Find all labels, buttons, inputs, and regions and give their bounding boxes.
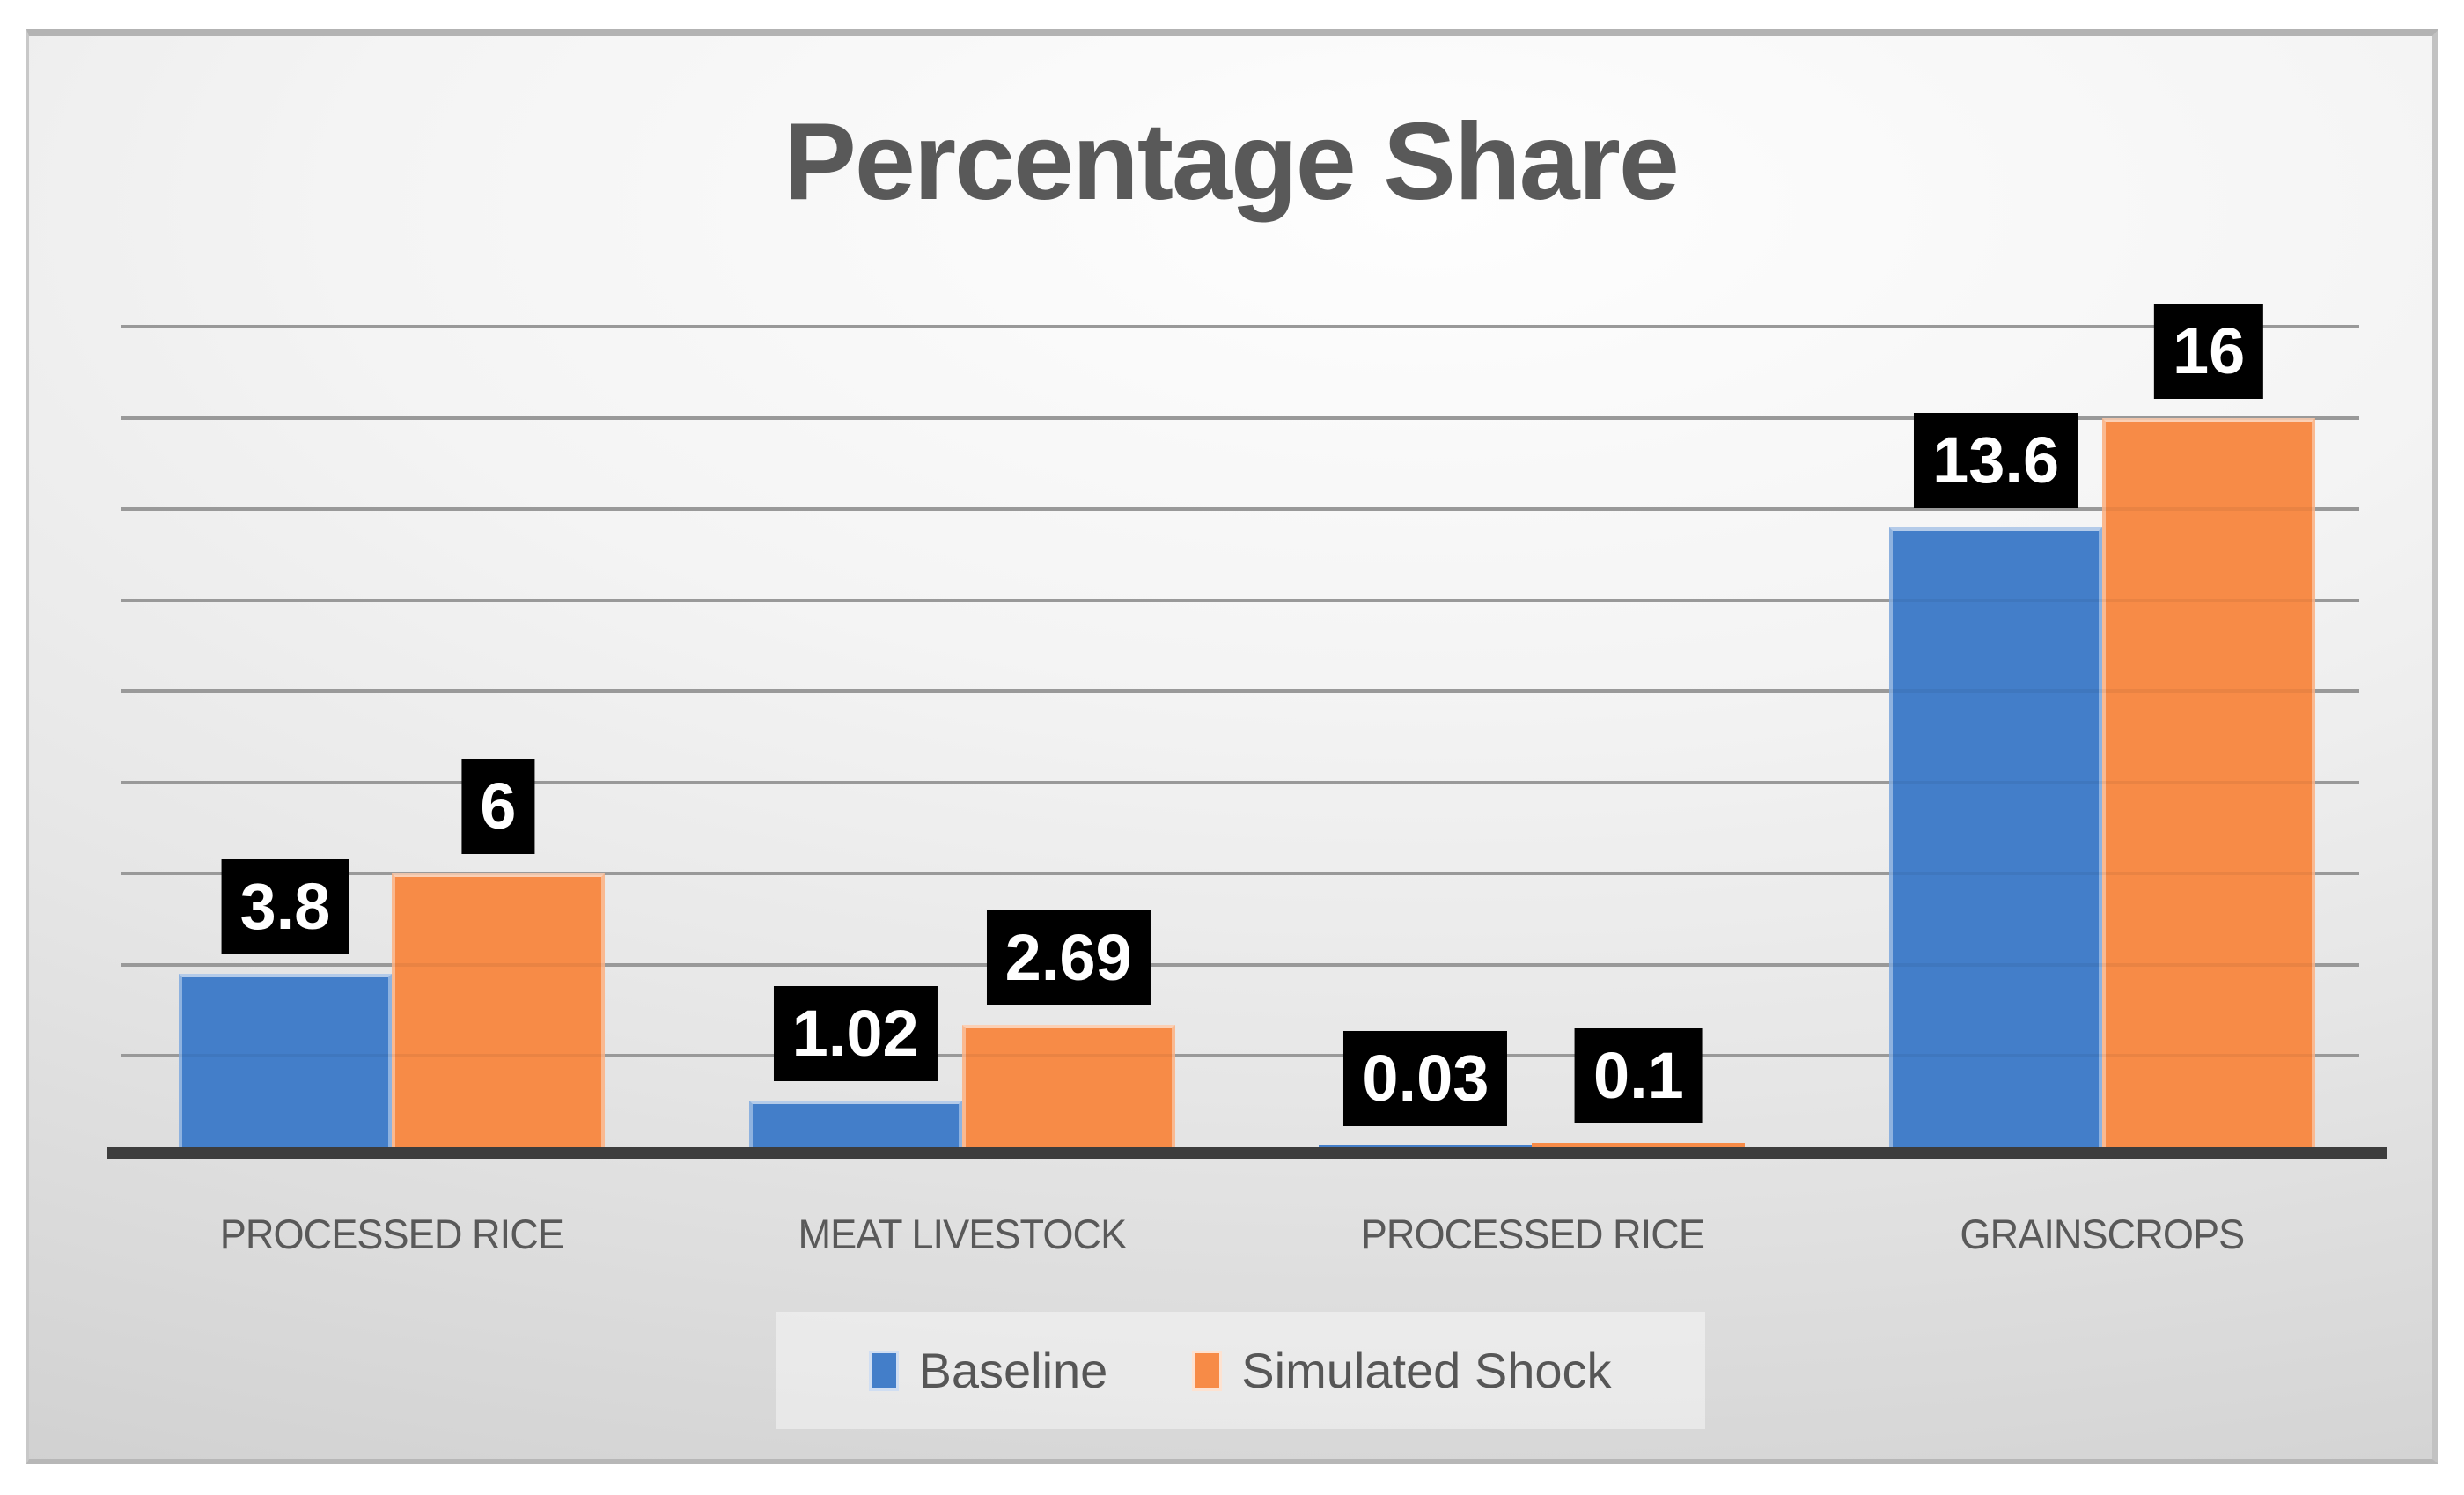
plot-area: 3.8 6 1.02 2.69 0.03 0.1 13.6 16 (107, 304, 2387, 1159)
bar-value-label: 2.69 (986, 910, 1151, 1005)
gridline-overlay (121, 325, 2359, 328)
bar (178, 974, 392, 1147)
bar-value-label: 13.6 (1914, 413, 2078, 508)
category-label: PROCESSED RICE (1360, 1211, 1704, 1257)
gridline (121, 780, 2359, 784)
bar-value-label: 0.03 (1343, 1031, 1508, 1126)
legend-label: Baseline (918, 1343, 1108, 1398)
gridline-overlay (121, 872, 2359, 876)
bar (1532, 1143, 1746, 1147)
bar (961, 1025, 1175, 1147)
gridline-overlay (121, 507, 2359, 512)
legend-item: Baseline (869, 1342, 1107, 1399)
bar-value-label: 3.8 (221, 859, 349, 954)
gridline-overlay (121, 1054, 2359, 1058)
gridline-overlay (121, 780, 2359, 784)
legend-swatch (1192, 1350, 1223, 1391)
bar-value-label: 1.02 (773, 986, 938, 1081)
bar-value-label: 0.1 (1574, 1028, 1703, 1123)
category-label: GRAINSCROPS (1960, 1211, 2246, 1257)
gridline-overlay (121, 962, 2359, 967)
legend-item: Simulated Shock (1192, 1342, 1612, 1399)
bar-value-label: 16 (2153, 304, 2264, 399)
chart-card: Percentage Share 3.8 6 1.02 2.69 0.03 0.1 13.6… (26, 29, 2438, 1464)
gridline (121, 416, 2359, 420)
gridline (121, 507, 2359, 512)
category-label: PROCESSED RICE (219, 1211, 564, 1257)
gridline (121, 872, 2359, 876)
category-label: MEAT LIVESTOCK (798, 1211, 1127, 1257)
legend-label: Simulated Shock (1241, 1343, 1612, 1398)
chart-title: Percentage Share (783, 101, 1680, 223)
gridline-overlay (121, 416, 2359, 420)
bar (748, 1101, 962, 1147)
gridline (121, 1054, 2359, 1058)
gridline (121, 689, 2359, 694)
x-axis-line (107, 1147, 2387, 1159)
gridline (121, 598, 2359, 602)
bar (1319, 1145, 1533, 1147)
bar (2102, 418, 2316, 1147)
legend: Baseline Simulated Shock (776, 1312, 1705, 1429)
legend-swatch (869, 1350, 900, 1391)
gridline (121, 962, 2359, 967)
bar (1889, 527, 2103, 1147)
gridline-overlay (121, 689, 2359, 694)
gridline-overlay (121, 598, 2359, 602)
bar-value-label: 6 (461, 759, 535, 854)
gridline (121, 325, 2359, 328)
bar (391, 873, 605, 1147)
